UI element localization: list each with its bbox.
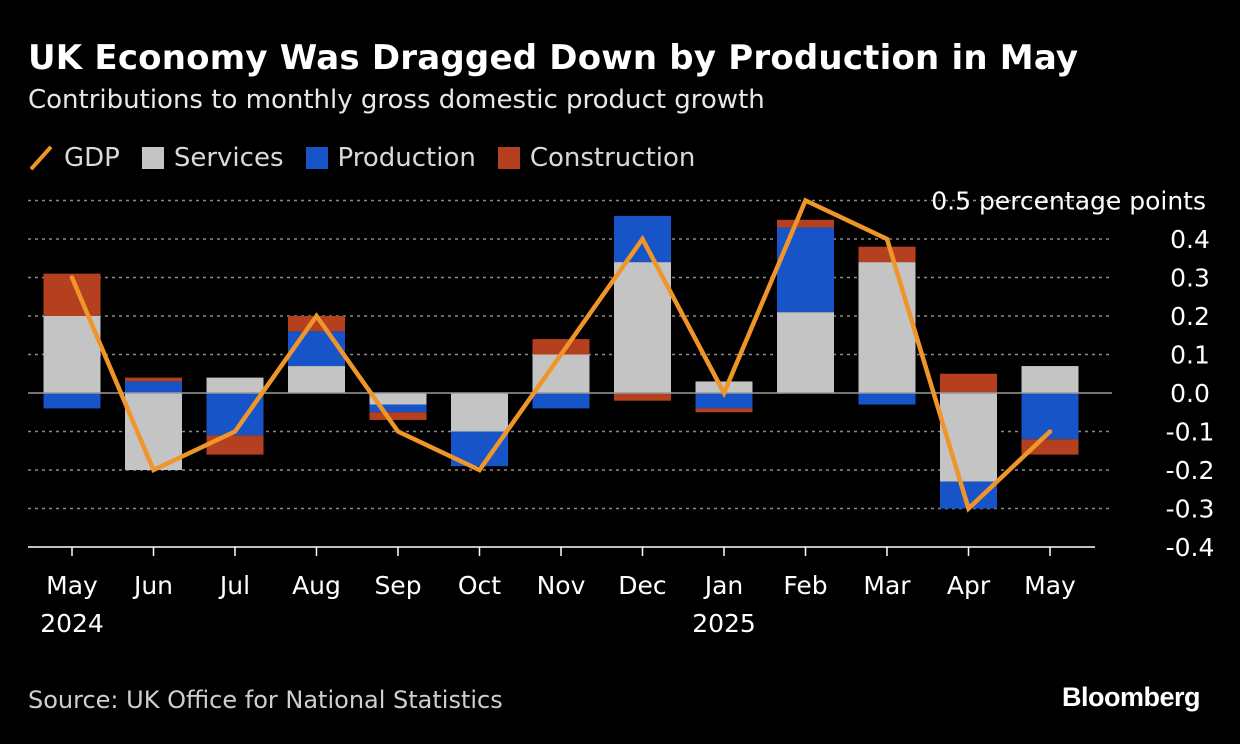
legend-item-construction: Construction [497, 143, 696, 173]
x-tick-label: May [46, 571, 98, 600]
bar-services-4 [369, 393, 427, 405]
legend-label-production: Production [337, 143, 476, 173]
bar-production-9 [777, 227, 834, 313]
y-tick-label: -0.2 [1166, 456, 1215, 485]
bar-construction-8 [695, 408, 753, 413]
bar-production-6 [532, 393, 590, 409]
y-tick-label: 0.0 [1170, 379, 1210, 408]
bar-construction-1 [125, 377, 182, 382]
bar-services-11 [940, 393, 997, 482]
y-tick-label: 0.3 [1170, 264, 1210, 293]
bar-services-10 [858, 262, 916, 393]
x-tick-label: Mar [863, 571, 911, 600]
y-tick-label: -0.1 [1166, 418, 1215, 447]
bar-construction-10 [858, 246, 916, 263]
bar-construction-4 [369, 412, 427, 420]
y-tick-label: 0.4 [1170, 225, 1210, 254]
legend: GDP Services Production Construction [28, 140, 717, 176]
x-tick-label: Oct [458, 571, 501, 600]
bar-production-3 [288, 331, 345, 367]
x-tick-label: Dec [618, 571, 666, 600]
legend-label-gdp: GDP [64, 143, 120, 173]
y-tick-label: -0.4 [1166, 533, 1215, 562]
x-tick-label: Apr [947, 571, 991, 600]
x-tick-label: May [1024, 571, 1076, 600]
bar-construction-11 [940, 373, 997, 393]
bar-services-1 [125, 393, 182, 470]
bloomberg-logo: Bloomberg [1061, 682, 1201, 712]
bar-services-9 [777, 312, 834, 393]
bar-services-0 [43, 316, 101, 393]
bar-services-2 [206, 377, 264, 393]
x-tick-label: Aug [292, 571, 341, 600]
year-label: 2024 [40, 609, 104, 638]
legend-item-services: Services [141, 143, 284, 173]
services-swatch [141, 147, 164, 169]
bar-production-4 [369, 404, 427, 413]
year-label: 2025 [692, 609, 756, 638]
x-tick-label: Jan [703, 571, 744, 600]
y-tick-label: -0.3 [1166, 495, 1215, 524]
chart-title: UK Economy Was Dragged Down by Productio… [28, 38, 1079, 78]
source-note: Source: UK Office for National Statistic… [28, 686, 503, 714]
bar-construction-6 [532, 339, 590, 355]
y-tick-label: 0.2 [1170, 302, 1210, 331]
legend-label-services: Services [173, 143, 284, 173]
production-swatch [305, 147, 328, 169]
chart-subtitle: Contributions to monthly gross domestic … [28, 85, 765, 115]
bar-services-6 [532, 354, 590, 393]
bar-services-7 [614, 262, 671, 393]
bar-services-3 [288, 366, 345, 393]
bar-construction-7 [614, 393, 671, 401]
bar-construction-3 [288, 316, 345, 332]
chart-plot: 0.4 0.3 0.2 0.1 0.0 -0.1 -0.2 -0.3 -0.4 0.5 perce… [28, 187, 1215, 638]
y-top-label: 0.5 percentage points [931, 187, 1206, 216]
bar-construction-2 [206, 435, 264, 455]
bar-production-8 [695, 393, 753, 409]
legend-item-production: Production [305, 143, 476, 173]
y-tick-label: 0.1 [1170, 341, 1210, 370]
x-tick-label: Nov [537, 571, 586, 600]
bar-services-8 [695, 381, 753, 393]
bar-services-5 [451, 393, 508, 432]
construction-swatch [497, 147, 520, 169]
bar-production-1 [125, 381, 182, 393]
legend-item-gdp: GDP [28, 143, 120, 173]
x-tick-label: Jun [132, 571, 173, 600]
bar-production-0 [43, 393, 101, 409]
legend-label-construction: Construction [529, 143, 696, 173]
x-tick-label: Sep [374, 571, 421, 600]
bar-services-12 [1021, 366, 1079, 393]
x-tick-label: Jul [218, 571, 250, 600]
bar-production-10 [858, 393, 916, 405]
x-tick-label: Feb [783, 571, 827, 600]
bar-construction-9 [777, 219, 834, 228]
gdp-line [69, 197, 1053, 513]
